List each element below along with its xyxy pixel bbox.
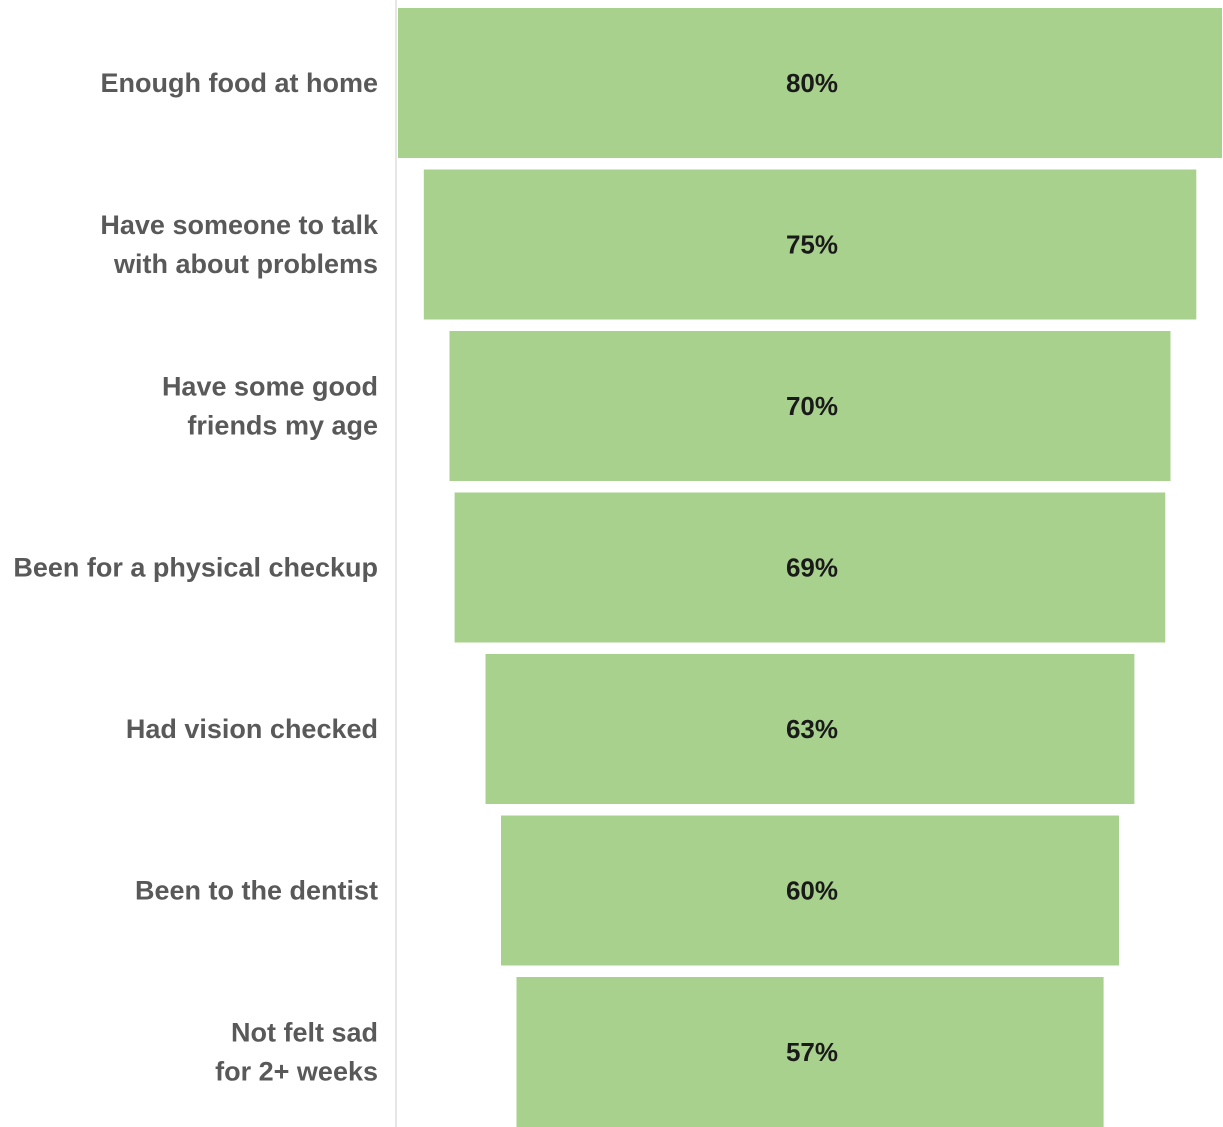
category-label: friends my age — [187, 411, 378, 441]
labels-layer: 80% Enough food at home 75% Have someone to… — [13, 68, 838, 1087]
bar-value-label: 80% — [786, 68, 838, 98]
funnel-bar — [398, 8, 1222, 158]
category-label: with about problems — [113, 249, 378, 279]
funnel-bar — [423, 169, 1197, 320]
bar-value-label: 60% — [786, 876, 838, 906]
category-label: Enough food at home — [101, 68, 378, 98]
funnel-bar — [449, 331, 1171, 481]
bar-value-label: 63% — [786, 714, 838, 744]
category-label: Not felt sad — [231, 1018, 378, 1048]
category-label: Have some good — [162, 372, 378, 402]
funnel-bar — [501, 815, 1119, 966]
bar-value-label: 70% — [786, 391, 838, 421]
category-label: Been to the dentist — [135, 876, 378, 906]
bar-value-label: 75% — [786, 230, 838, 260]
category-label: for 2+ weeks — [215, 1057, 378, 1087]
bar-value-label: 69% — [786, 553, 838, 583]
category-label: Been for a physical checkup — [13, 553, 378, 583]
funnel-bar — [485, 654, 1135, 804]
category-label: Have someone to talk — [100, 210, 379, 240]
funnel-bar — [454, 492, 1166, 643]
category-label: Had vision checked — [126, 714, 378, 744]
bars-layer — [398, 8, 1222, 1127]
funnel-bar — [516, 977, 1104, 1127]
bar-value-label: 57% — [786, 1037, 838, 1067]
